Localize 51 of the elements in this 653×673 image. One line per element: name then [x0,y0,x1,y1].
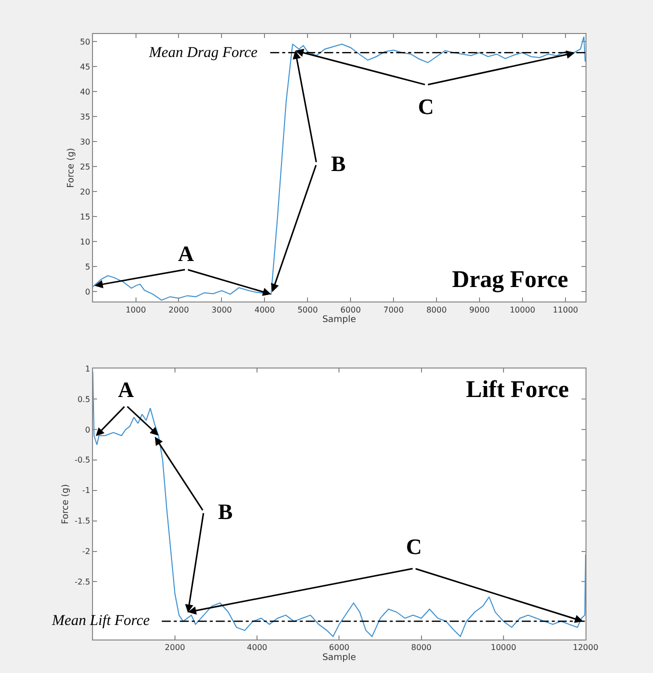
annotation: C [418,94,434,119]
y-tick-label: 10 [80,237,90,246]
x-tick-label: 2000 [164,643,186,652]
x-axis-title: Sample [322,315,357,326]
ref-line-label: Mean Lift Force [51,613,150,629]
x-tick-label: 4000 [246,643,268,652]
y-tick-label: 40 [80,87,90,96]
y-tick-label: 20 [80,187,90,196]
y-tick-label: 1 [85,364,90,374]
y-tick-label: -2 [82,547,90,556]
x-tick-label: 1000 [126,305,146,314]
y-tick-label: 5 [85,262,90,272]
x-tick-label: 12000 [572,643,598,652]
y-tick-label: -0.5 [74,456,90,465]
y-tick-label: 0.5 [77,394,90,404]
y-tick-label: 15 [80,212,90,222]
x-tick-label: 9000 [469,305,490,314]
x-tick-label: 3000 [212,305,232,314]
y-tick-label: -2.5 [74,578,90,587]
y-tick-label: 0 [85,288,90,297]
y-tick-label: -1.5 [74,516,90,526]
x-tick-label: 4000 [254,305,275,314]
y-tick-label: 0 [85,425,90,434]
annotation: A [118,377,134,402]
y-tick-label: 50 [80,37,90,46]
annotation: C [406,534,422,559]
annotation: B [218,499,233,524]
y-tick-label: -1 [82,486,90,496]
annotation: B [331,151,346,176]
y-axis-title: Force (g) [66,148,76,188]
y-tick-label: 25 [80,162,90,172]
line-series [92,36,586,301]
x-tick-label: 10000 [510,305,536,314]
annotation: A [178,241,194,266]
x-tick-label: 8000 [411,643,432,652]
y-tick-label: 45 [80,62,90,72]
y-tick-label: 30 [80,137,90,146]
x-tick-label: 10000 [490,643,516,652]
ref-line-label: Mean Drag Force [148,45,258,61]
x-tick-label: 6000 [340,305,361,314]
x-tick-label: 5000 [297,305,318,314]
x-tick-label: 2000 [168,305,189,314]
x-tick-label: 11000 [552,305,578,314]
x-tick-label: 7000 [383,305,404,314]
y-axis-title: Force (g) [60,484,71,524]
chart-title: Lift Force [466,377,570,403]
y-tick-label: 35 [80,112,90,122]
x-tick-label: 8000 [426,305,447,314]
x-axis-title: Sample [322,652,357,663]
text: Drag Force [452,267,569,293]
x-tick-label: 6000 [329,643,350,652]
